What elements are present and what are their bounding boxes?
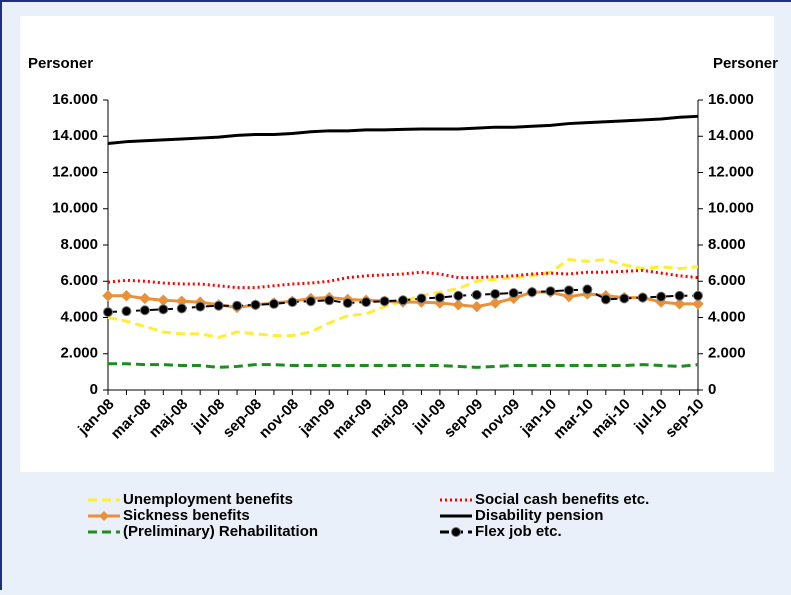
legend-label: Flex job etc. — [475, 523, 562, 540]
y2-tick-label: 4.000 — [708, 308, 746, 325]
data-marker — [656, 291, 667, 302]
legend-item: Unemployment benefits — [88, 491, 293, 508]
y2-tick-label: 10.000 — [708, 200, 754, 217]
chart-area — [20, 16, 774, 472]
legend-item: Sickness benefits — [88, 507, 250, 524]
data-marker — [692, 298, 704, 310]
data-marker — [361, 297, 372, 308]
data-marker — [324, 295, 335, 306]
data-marker — [527, 287, 538, 298]
legend-item: Flex job etc. — [440, 523, 562, 540]
y-tick-label: 14.000 — [52, 127, 98, 144]
data-marker — [195, 301, 206, 312]
data-marker — [600, 294, 611, 305]
data-marker — [490, 288, 501, 299]
y2-tick-label: 6.000 — [708, 272, 746, 289]
data-marker — [139, 305, 150, 316]
data-marker — [342, 298, 353, 308]
y-tick-label: 16.000 — [52, 91, 98, 108]
y2-tick-label: 2.000 — [708, 345, 746, 362]
legend-label: (Preliminary) Rehabilitation — [123, 523, 318, 540]
data-marker — [379, 296, 390, 307]
y2-tick-label: 12.000 — [708, 163, 754, 180]
data-marker — [232, 300, 243, 311]
legend-marker — [99, 511, 109, 521]
y-tick-label: 4.000 — [60, 308, 98, 325]
data-marker — [489, 297, 501, 309]
y2-tick-label: 0 — [708, 381, 716, 398]
data-marker — [545, 286, 556, 297]
data-marker — [453, 290, 464, 301]
y-tick-label: 10.000 — [52, 200, 98, 217]
legend-marker — [451, 527, 461, 537]
legend-item: Disability pension — [440, 507, 603, 524]
series-line — [107, 257, 699, 339]
data-marker — [139, 292, 151, 305]
y-tick-label: 6.000 — [60, 272, 98, 289]
series-line — [107, 268, 699, 290]
data-marker — [673, 298, 686, 310]
data-marker — [250, 299, 261, 310]
series-line — [108, 362, 699, 369]
y2-tick-label: 16.000 — [708, 91, 754, 108]
series-line — [107, 114, 699, 145]
data-marker — [674, 290, 685, 301]
y-axis-label: Personer — [28, 55, 93, 72]
y-tick-label: 2.000 — [60, 345, 98, 362]
data-marker — [619, 293, 630, 304]
data-marker — [287, 297, 298, 308]
legend-item: Social cash benefits etc. — [440, 491, 649, 508]
legend-label: Disability pension — [475, 507, 603, 524]
data-marker — [102, 290, 114, 302]
y-tick-label: 8.000 — [60, 236, 98, 253]
data-marker — [176, 303, 187, 314]
data-marker — [268, 298, 279, 309]
legend-label: Unemployment benefits — [123, 491, 293, 508]
data-marker — [693, 290, 703, 301]
legend-item: (Preliminary) Rehabilitation — [88, 523, 318, 540]
y2-tick-label: 8.000 — [708, 236, 746, 253]
data-marker — [434, 292, 445, 303]
y-tick-label: 12.000 — [52, 163, 98, 180]
legend-label: Sickness benefits — [123, 507, 250, 524]
data-marker — [103, 307, 113, 318]
data-marker — [471, 289, 482, 300]
data-marker — [637, 292, 648, 303]
data-marker — [582, 284, 593, 295]
data-marker — [452, 299, 465, 311]
y2-tick-label: 14.000 — [708, 127, 754, 144]
y-tick-label: 0 — [90, 381, 98, 398]
data-marker — [416, 293, 427, 304]
legend-label: Social cash benefits etc. — [475, 491, 649, 508]
data-marker — [508, 288, 519, 299]
data-marker — [120, 290, 133, 302]
data-marker — [471, 300, 483, 313]
data-marker — [563, 285, 574, 296]
data-marker — [213, 300, 224, 311]
data-marker — [121, 306, 132, 317]
data-marker — [398, 295, 408, 306]
y2-axis-label: Personer — [713, 55, 778, 72]
data-marker — [305, 296, 316, 307]
data-marker — [158, 304, 169, 315]
